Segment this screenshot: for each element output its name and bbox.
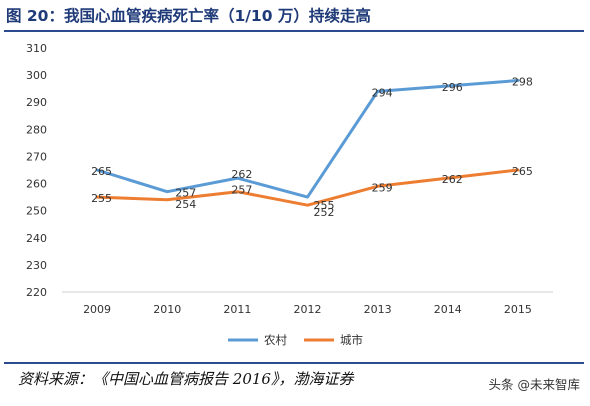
data-label: 262 [231, 168, 252, 181]
y-tick-label: 230 [26, 259, 47, 272]
y-tick-label: 270 [26, 150, 47, 163]
x-tick-label: 2015 [504, 303, 532, 316]
legend: 农村 城市 [228, 333, 363, 347]
data-label: 255 [314, 199, 335, 212]
y-tick-label: 280 [26, 123, 47, 136]
data-label: 254 [175, 198, 196, 211]
title-divider [4, 30, 584, 32]
x-axis: 2009 2010 2011 2012 2013 2014 2015 [83, 303, 532, 316]
data-label: 255 [91, 192, 112, 205]
data-label: 252 [314, 206, 335, 219]
y-tick-label: 260 [26, 178, 47, 191]
y-tick-label: 220 [26, 286, 47, 299]
x-tick-label: 2012 [294, 303, 322, 316]
y-tick-label: 310 [26, 42, 47, 55]
x-tick-label: 2010 [153, 303, 181, 316]
y-tick-label: 250 [26, 205, 47, 218]
series-line-1 [95, 168, 520, 207]
y-tick-label: 300 [26, 69, 47, 82]
data-label: 265 [91, 165, 112, 178]
y-tick-label: 290 [26, 96, 47, 109]
data-label: 257 [231, 184, 252, 197]
series-lines [95, 79, 520, 207]
legend-label: 城市 [340, 333, 363, 347]
data-label: 265 [512, 165, 533, 178]
x-tick-label: 2014 [434, 303, 462, 316]
data-label: 296 [442, 81, 463, 94]
watermark: 头条 @未来智库 [488, 377, 580, 392]
data-label: 294 [372, 86, 393, 99]
source-divider [4, 362, 584, 364]
data-label: 298 [512, 76, 533, 89]
data-label: 259 [372, 181, 393, 194]
x-tick-label: 2011 [223, 303, 251, 316]
y-tick-label: 240 [26, 232, 47, 245]
series-line-0 [95, 79, 520, 199]
y-axis: 220 230 240 250 260 270 280 290 300 310 [26, 42, 47, 299]
data-label: 257 [175, 187, 196, 200]
legend-label: 农村 [264, 333, 287, 347]
x-tick-label: 2009 [83, 303, 111, 316]
source-note: 资料来源：《中国心血管病报告 2016》，渤海证券 [18, 370, 354, 388]
x-tick-label: 2013 [364, 303, 392, 316]
data-label: 262 [442, 173, 463, 186]
chart-title: 图 20：我国心血管疾病死亡率（1/10 万）持续走高 [6, 7, 371, 25]
